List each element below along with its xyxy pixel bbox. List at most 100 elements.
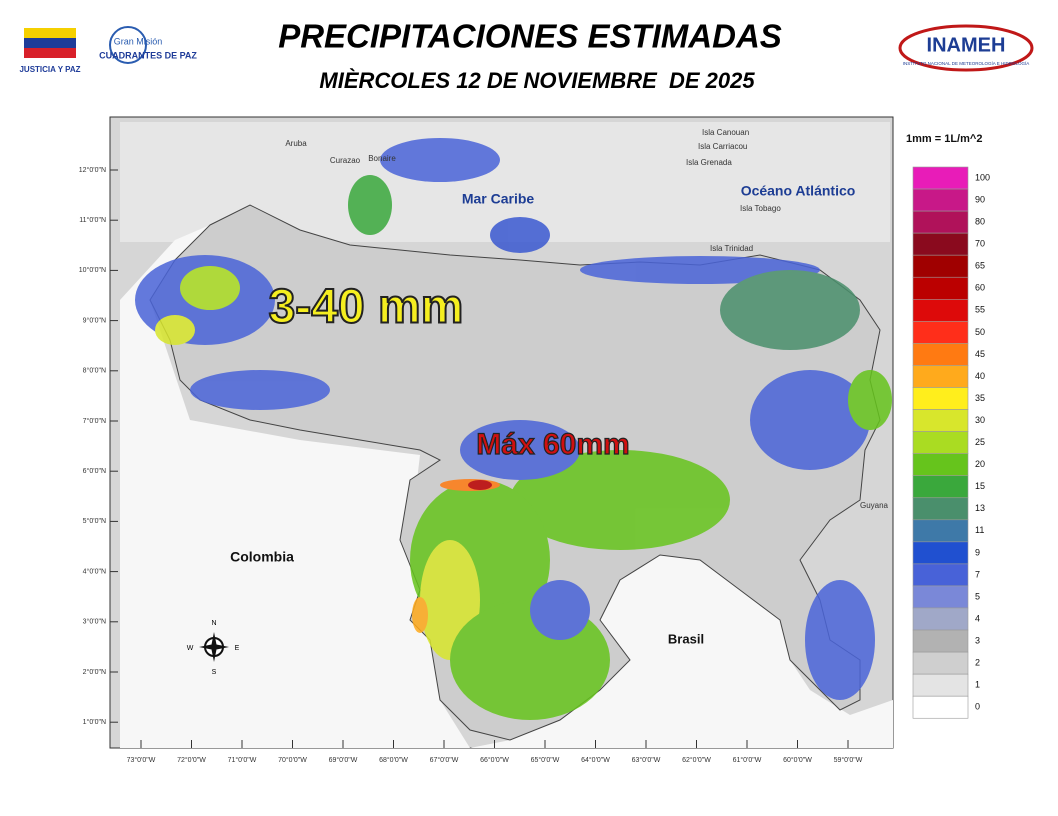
lat-tick-label: 3°0'0"N (83, 618, 106, 626)
legend-label: 5 (975, 591, 980, 601)
logo-text: JUSTICIA Y PAZ (19, 65, 80, 74)
title: PRECIPITACIONES ESTIMADAS (278, 18, 782, 55)
legend-label: 90 (975, 194, 985, 204)
map-label: Bonaire (368, 154, 396, 163)
legend-swatch (912, 298, 969, 322)
legend-swatch (912, 673, 969, 697)
lat-tick-label: 7°0'0"N (83, 417, 106, 425)
legend-label: 45 (975, 349, 985, 359)
logo-text: INSTITUTO NACIONAL DE METEOROLOGÍA E HID… (903, 60, 1030, 66)
lon-tick-label: 72°0'0"W (177, 756, 206, 764)
legend-swatch (912, 387, 969, 410)
lon-tick-label: 69°0'0"W (329, 756, 358, 764)
map-label: Isla Trinidad (710, 244, 753, 253)
legend-swatch (912, 254, 969, 278)
legend-label: 11 (975, 525, 984, 535)
lon-tick-label: 64°0'0"W (581, 756, 610, 764)
legend-swatch (912, 497, 969, 521)
annotation: Máx 60mm (476, 428, 629, 461)
map-label: Isla Grenada (686, 158, 732, 167)
logo-text: CUADRANTES DE PAZ (99, 50, 197, 60)
legend-swatch (912, 210, 969, 234)
legend-label: 70 (975, 239, 985, 249)
lon-tick-label: 63°0'0"W (632, 756, 661, 764)
legend-label: 13 (975, 503, 985, 513)
map-label: Isla Tobago (740, 204, 781, 213)
lat-tick-label: 9°0'0"N (83, 316, 106, 324)
logo-left: JUSTICIA Y PAZ Gran Misión CUADRANTES DE… (19, 26, 197, 74)
legend-swatch (912, 563, 969, 587)
map-label: Colombia (230, 549, 294, 565)
lon-tick-label: 71°0'0"W (228, 756, 257, 764)
lat-tick-label: 5°0'0"N (83, 517, 106, 525)
lon-tick-label: 61°0'0"W (733, 756, 762, 764)
legend-swatch (912, 629, 969, 653)
legend-label: 50 (975, 327, 985, 337)
legend-label: 4 (975, 613, 980, 623)
lon-tick-label: 73°0'0"W (127, 756, 156, 764)
logo-text: Gran Misión (114, 36, 163, 46)
legend-label: 40 (975, 371, 985, 381)
land-colombia (120, 225, 470, 748)
legend-label: 55 (975, 305, 985, 315)
annotation: 3-40 mm (269, 281, 464, 334)
map-label: Isla Carriacou (698, 142, 747, 151)
legend-label: 7 (975, 569, 980, 579)
compass-label: W (187, 645, 194, 652)
map-label: Guyana (860, 501, 889, 510)
legend-swatch (912, 431, 969, 454)
legend-swatch (912, 651, 969, 675)
legend-label: 60 (975, 283, 985, 293)
legend-label: 100 (975, 172, 990, 182)
lat-tick-label: 12°0'0"N (79, 166, 106, 174)
legend-label: 80 (975, 217, 985, 227)
legend-label: 15 (975, 481, 985, 491)
map-label: Brasil (668, 631, 704, 646)
legend-swatch (912, 585, 969, 609)
legend-label: 9 (975, 547, 980, 557)
legend-swatch (912, 453, 969, 476)
lon-tick-label: 62°0'0"W (682, 756, 711, 764)
legend-swatch (912, 365, 969, 388)
legend-label: 0 (975, 702, 980, 712)
map-label: Aruba (285, 139, 307, 148)
legend-swatch (912, 166, 969, 190)
lat-tick-label: 4°0'0"N (83, 567, 106, 575)
legend-label: 25 (975, 437, 985, 447)
lat-tick-label: 10°0'0"N (79, 266, 106, 274)
legend-swatch (912, 475, 969, 499)
legend-swatch (912, 607, 969, 631)
legend-swatch (912, 343, 969, 366)
compass-label: N (211, 620, 216, 627)
logo-right: INAMEH INSTITUTO NACIONAL DE METEOROLOGÍ… (898, 24, 1034, 72)
legend-label: 35 (975, 393, 985, 403)
legend-label: 65 (975, 261, 985, 271)
legend-swatch (912, 541, 969, 565)
land-brasil (470, 555, 893, 748)
legend-swatch (912, 321, 969, 344)
legend-swatch (912, 232, 969, 256)
lon-tick-label: 59°0'0"W (834, 756, 863, 764)
map-label: Océano Atlántico (741, 183, 856, 199)
lat-tick-label: 1°0'0"N (83, 718, 106, 726)
legend: 1009080706560555045403530252015131197543… (912, 166, 990, 719)
legend-swatch (912, 188, 969, 212)
lon-tick-label: 70°0'0"W (278, 756, 307, 764)
legend-label: 30 (975, 415, 985, 425)
lon-tick-label: 68°0'0"W (379, 756, 408, 764)
legend-label: 3 (975, 635, 980, 645)
map-label: Curazao (330, 156, 361, 165)
legend-label: 20 (975, 459, 985, 469)
lon-tick-label: 65°0'0"W (531, 756, 560, 764)
legend-label: 1 (975, 680, 980, 690)
legend-swatch (912, 695, 969, 719)
lon-tick-label: 67°0'0"W (430, 756, 459, 764)
map-label: Mar Caribe (462, 191, 535, 207)
graticule: 12°0'0"N 11°0'0"N 10°0'0"N 9°0'0"N 8°0'0"N 7°… (79, 166, 863, 764)
lon-tick-label: 60°0'0"W (783, 756, 812, 764)
compass: N S E W (187, 620, 240, 676)
date: MIÈRCOLES 12 DE NOVIEMBRE DE 2025 (319, 68, 755, 93)
lat-tick-label: 8°0'0"N (83, 367, 106, 375)
